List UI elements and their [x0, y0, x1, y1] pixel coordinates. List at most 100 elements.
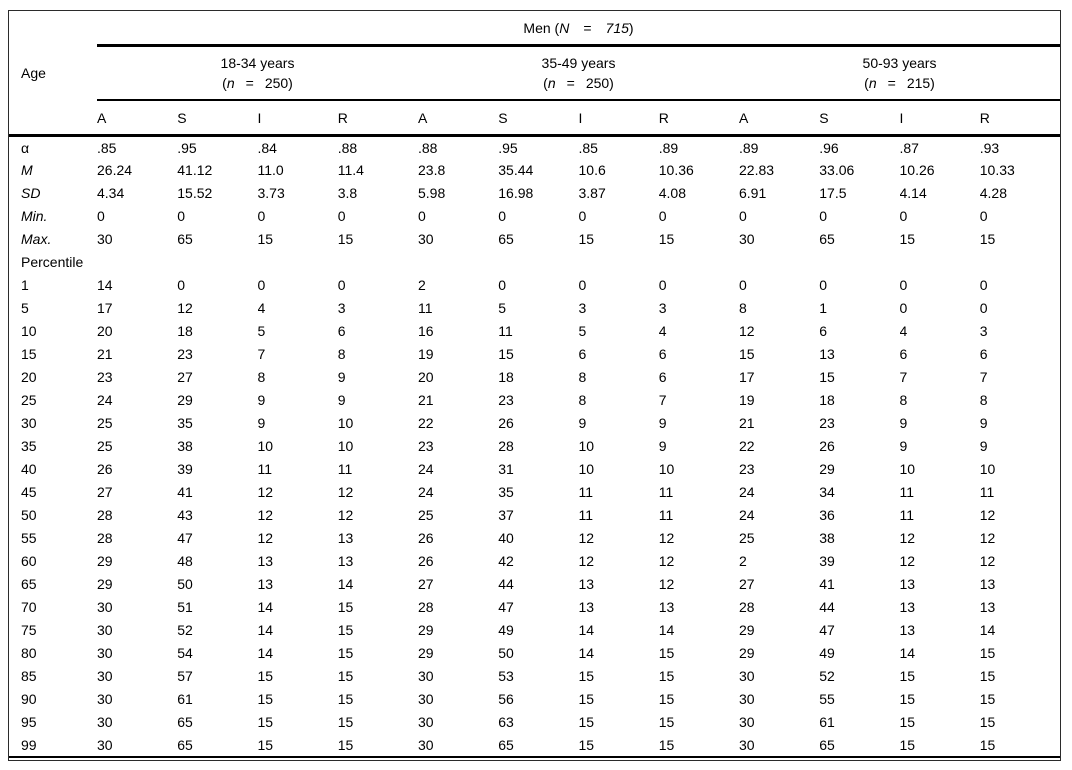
- cell: 47: [498, 599, 514, 615]
- cell: 3: [658, 300, 667, 316]
- cell: 25: [739, 530, 755, 546]
- cell: 30: [739, 714, 755, 730]
- cell: 3: [979, 323, 988, 339]
- group-n: (n = 250): [222, 75, 293, 91]
- cell: 4: [257, 300, 266, 316]
- cell: 30: [418, 668, 434, 684]
- cell: 12: [899, 530, 916, 546]
- cell: 34: [819, 484, 835, 500]
- cell: 10: [899, 461, 916, 477]
- cell: 8: [979, 392, 988, 408]
- cell: 15: [257, 231, 274, 247]
- cell: 13: [658, 599, 675, 615]
- cell: 14: [979, 622, 996, 638]
- cell: 9: [658, 415, 667, 431]
- cell: 3: [578, 300, 587, 316]
- cell: .95: [177, 139, 197, 156]
- cell: 23: [97, 369, 113, 385]
- row-label: 40: [21, 461, 37, 477]
- cell: 28: [97, 507, 113, 523]
- cell: 0: [658, 277, 667, 293]
- cell: 30: [418, 736, 434, 753]
- cell: 5: [578, 323, 587, 339]
- cell: 15: [899, 714, 916, 730]
- cell: .88: [418, 139, 438, 156]
- cell: .95: [498, 139, 518, 156]
- table-row: 55 28 47 12 13 26 40 12 12 25 38 12 12: [9, 527, 1060, 550]
- cell: 9: [337, 369, 346, 385]
- cell: 12: [177, 300, 193, 316]
- cell: 15: [658, 714, 675, 730]
- cell: 15: [578, 736, 595, 753]
- cell: 26: [819, 438, 835, 454]
- cell: 0: [177, 208, 186, 224]
- row-label: 75: [21, 622, 37, 638]
- cell: 10: [658, 461, 675, 477]
- cell: 22: [418, 415, 434, 431]
- cell: 0: [257, 208, 266, 224]
- cell: 11: [658, 507, 674, 523]
- cell: 28: [498, 438, 514, 454]
- cell: 30: [739, 691, 755, 707]
- cell: 0: [498, 277, 507, 293]
- cell: 15: [979, 714, 996, 730]
- cell: 0: [498, 208, 507, 224]
- cell: 12: [979, 553, 996, 569]
- title-row-spacer: [9, 11, 97, 46]
- cell: 21: [739, 415, 755, 431]
- row-label: α: [21, 139, 30, 156]
- cell: 29: [739, 645, 755, 661]
- cell: 6: [337, 323, 346, 339]
- age-column-header: Age: [21, 64, 46, 81]
- cell: 23.8: [418, 162, 446, 178]
- cell: 8: [899, 392, 908, 408]
- row-label: 65: [21, 576, 37, 592]
- cell: 26: [498, 415, 514, 431]
- cell: 0: [658, 208, 667, 224]
- row-label: 1: [21, 277, 29, 293]
- cell: 5: [257, 323, 266, 339]
- cell: 21: [418, 392, 434, 408]
- cell: 15: [257, 736, 274, 753]
- cell: 15: [979, 668, 996, 684]
- cell: 15: [578, 231, 595, 247]
- cell: 6: [578, 346, 587, 362]
- cell: 0: [177, 277, 186, 293]
- cell: 43: [177, 507, 193, 523]
- cell: 22: [739, 438, 755, 454]
- cell: 12: [979, 507, 996, 523]
- cell: 13: [819, 346, 835, 362]
- cell: 65: [498, 231, 514, 247]
- title-n-symbol: N: [559, 19, 570, 36]
- cell: 13: [578, 599, 595, 615]
- cell: 26: [418, 530, 434, 546]
- cell: 9: [337, 392, 346, 408]
- table-body: α .85.95.84.88.88.95.85.89.89.96.87.93 M 26…: [9, 136, 1060, 757]
- cell: 29: [177, 392, 193, 408]
- cell: [900, 251, 980, 274]
- cell: 31: [498, 461, 514, 477]
- cell: 12: [257, 507, 274, 523]
- cell: [177, 251, 257, 274]
- table-row: SD 4.34 15.52 3.73 3.8 5.98 16.98 3.87 4.08 6.91 1…: [9, 182, 1060, 205]
- group-n: (n = 215): [864, 75, 935, 91]
- cell: 65: [177, 231, 193, 247]
- cell: 12: [739, 323, 755, 339]
- cell: 14: [658, 622, 675, 638]
- cell: 4: [899, 323, 908, 339]
- row-label: 15: [21, 346, 37, 362]
- cell: 15: [658, 668, 675, 684]
- cell: 11: [337, 461, 353, 477]
- cell: 26.24: [97, 162, 133, 178]
- cell: 7: [899, 369, 908, 385]
- column-header-i2: I: [578, 100, 659, 137]
- cell: 15: [819, 369, 835, 385]
- cell: 38: [177, 438, 193, 454]
- cell: 13: [899, 622, 916, 638]
- cell: 10: [337, 438, 354, 454]
- column-header-i3: I: [899, 100, 980, 137]
- cell: 29: [418, 645, 434, 661]
- cell: 10: [257, 438, 274, 454]
- cell: [579, 251, 659, 274]
- cell: 15: [979, 231, 996, 247]
